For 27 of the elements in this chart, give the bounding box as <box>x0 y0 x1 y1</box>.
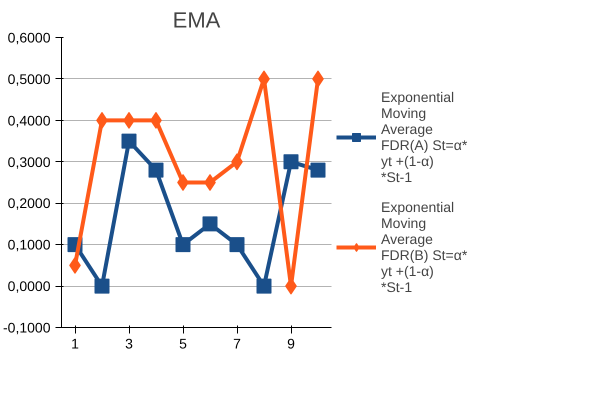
y-tick-label: 0,4000 <box>8 112 51 128</box>
y-tick-label: 0,6000 <box>8 30 51 46</box>
point <box>202 216 218 232</box>
x-tick-label: 1 <box>71 336 80 352</box>
legend-label: Exponential Moving Average FDR(B) St=α* yt +(1-α) *St-1 <box>381 198 468 294</box>
point <box>256 278 272 294</box>
point <box>122 134 136 149</box>
y-tick-label: -0,1000 <box>3 320 51 336</box>
point <box>94 278 110 294</box>
x-tick-label: 5 <box>179 336 188 352</box>
x-tick-label: 3 <box>125 336 134 352</box>
y-tick-label: 0,5000 <box>8 70 51 87</box>
point <box>148 162 164 178</box>
x-tick-label: 9 <box>287 336 296 352</box>
x-tick-label: 7 <box>233 336 242 352</box>
chart-title: EMA <box>172 8 221 32</box>
point <box>204 174 216 191</box>
legend-label: Exponential Moving Average FDR(A) St=α* yt +(1-α) *St-1 <box>381 88 468 184</box>
point <box>284 154 298 170</box>
point <box>176 237 190 252</box>
y-tick-label: 0,1000 <box>8 236 51 253</box>
point <box>310 162 326 178</box>
y-tick-label: 0,0000 <box>8 278 51 294</box>
point <box>177 174 189 191</box>
y-tick-label: 0,2000 <box>8 195 51 212</box>
y-tick-label: 0,3000 <box>8 154 51 170</box>
point <box>230 237 244 252</box>
